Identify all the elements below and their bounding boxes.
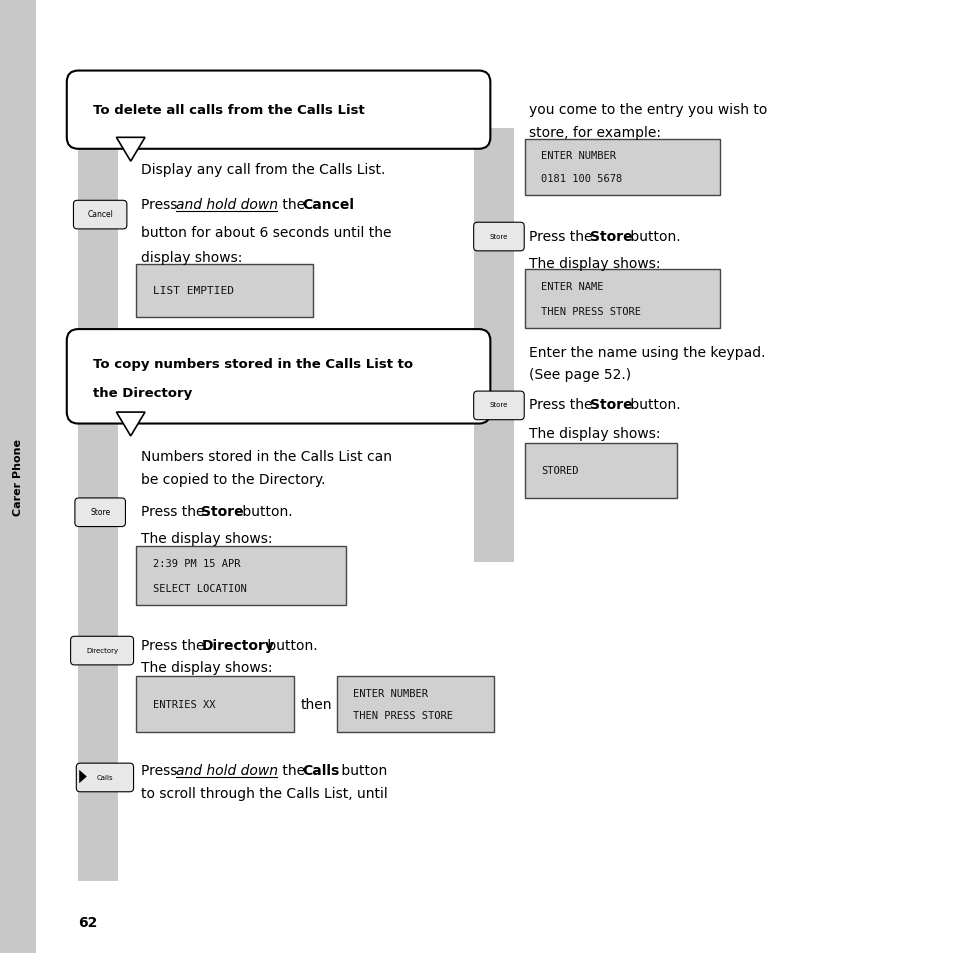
Text: Store: Store (589, 398, 632, 412)
Text: Cancel: Cancel (87, 210, 113, 219)
FancyBboxPatch shape (524, 140, 720, 195)
FancyBboxPatch shape (524, 443, 677, 498)
Text: Store: Store (489, 233, 508, 239)
FancyBboxPatch shape (136, 677, 294, 732)
Text: Directory: Directory (86, 647, 118, 653)
Text: SELECT LOCATION: SELECT LOCATION (152, 583, 246, 593)
Text: To copy numbers stored in the Calls List to: To copy numbers stored in the Calls List… (92, 357, 413, 371)
Text: STORED: STORED (540, 466, 578, 476)
Text: button.: button. (237, 505, 292, 518)
Text: Press: Press (141, 198, 182, 212)
FancyBboxPatch shape (67, 71, 490, 150)
Text: Carer Phone: Carer Phone (13, 438, 23, 515)
FancyBboxPatch shape (474, 223, 524, 252)
Text: Store: Store (201, 505, 244, 518)
FancyBboxPatch shape (0, 0, 36, 953)
FancyBboxPatch shape (78, 140, 118, 372)
Text: Display any call from the Calls List.: Display any call from the Calls List. (141, 163, 385, 176)
FancyBboxPatch shape (136, 265, 313, 317)
Text: Store: Store (589, 230, 632, 243)
FancyBboxPatch shape (71, 637, 133, 665)
Text: 62: 62 (78, 916, 97, 929)
FancyBboxPatch shape (74, 498, 125, 527)
Text: Numbers stored in the Calls List can: Numbers stored in the Calls List can (141, 450, 392, 463)
Text: Store: Store (90, 507, 111, 517)
Text: 0181 100 5678: 0181 100 5678 (540, 174, 621, 184)
FancyBboxPatch shape (73, 201, 127, 230)
Text: Press: Press (141, 763, 182, 777)
Text: button: button (336, 763, 387, 777)
FancyBboxPatch shape (76, 763, 133, 792)
Text: button.: button. (263, 639, 317, 652)
Text: to scroll through the Calls List, until: to scroll through the Calls List, until (141, 786, 388, 800)
Text: ENTER NUMBER: ENTER NUMBER (540, 152, 616, 161)
Text: store, for example:: store, for example: (529, 126, 660, 139)
FancyBboxPatch shape (78, 415, 118, 882)
Text: ENTER NUMBER: ENTER NUMBER (353, 688, 428, 698)
Text: you come to the entry you wish to: you come to the entry you wish to (529, 103, 767, 116)
Text: button for about 6 seconds until the: button for about 6 seconds until the (141, 226, 392, 239)
Text: The display shows:: The display shows: (529, 427, 660, 440)
Text: and hold down: and hold down (176, 198, 278, 212)
Text: THEN PRESS STORE: THEN PRESS STORE (540, 307, 640, 316)
Text: Directory: Directory (201, 639, 274, 652)
Text: the: the (277, 763, 309, 777)
Text: ENTER NAME: ENTER NAME (540, 282, 603, 292)
Text: Press the: Press the (141, 505, 209, 518)
Text: Press the: Press the (529, 398, 597, 412)
Text: button.: button. (625, 230, 679, 243)
Text: Calls: Calls (302, 763, 339, 777)
Text: the: the (277, 198, 309, 212)
Text: the Directory: the Directory (92, 386, 192, 399)
Text: Cancel: Cancel (302, 198, 355, 212)
Text: The display shows:: The display shows: (141, 660, 273, 674)
Text: 2:39 PM 15 APR: 2:39 PM 15 APR (152, 558, 240, 568)
Text: To delete all calls from the Calls List: To delete all calls from the Calls List (92, 104, 364, 117)
Text: display shows:: display shows: (141, 251, 242, 264)
FancyBboxPatch shape (336, 677, 494, 732)
FancyBboxPatch shape (474, 392, 524, 420)
FancyBboxPatch shape (67, 330, 490, 424)
Text: Store: Store (489, 402, 508, 408)
Text: LIST EMPTIED: LIST EMPTIED (152, 286, 233, 296)
Text: The display shows:: The display shows: (141, 532, 273, 545)
Polygon shape (116, 413, 145, 436)
Text: ENTRIES XX: ENTRIES XX (152, 700, 215, 709)
FancyBboxPatch shape (474, 129, 514, 562)
Polygon shape (116, 138, 145, 162)
Text: Calls: Calls (96, 774, 113, 780)
Text: The display shows:: The display shows: (529, 257, 660, 271)
Text: Press the: Press the (141, 639, 209, 652)
Text: and hold down: and hold down (176, 763, 278, 777)
Polygon shape (79, 770, 87, 783)
FancyBboxPatch shape (136, 546, 346, 605)
Text: Press the: Press the (529, 230, 597, 243)
Text: then: then (300, 698, 332, 711)
Text: (See page 52.): (See page 52.) (529, 368, 631, 381)
Text: button.: button. (625, 398, 679, 412)
Text: be copied to the Directory.: be copied to the Directory. (141, 473, 325, 486)
FancyBboxPatch shape (524, 270, 720, 329)
Text: THEN PRESS STORE: THEN PRESS STORE (353, 711, 453, 720)
Text: Enter the name using the keypad.: Enter the name using the keypad. (529, 346, 765, 359)
